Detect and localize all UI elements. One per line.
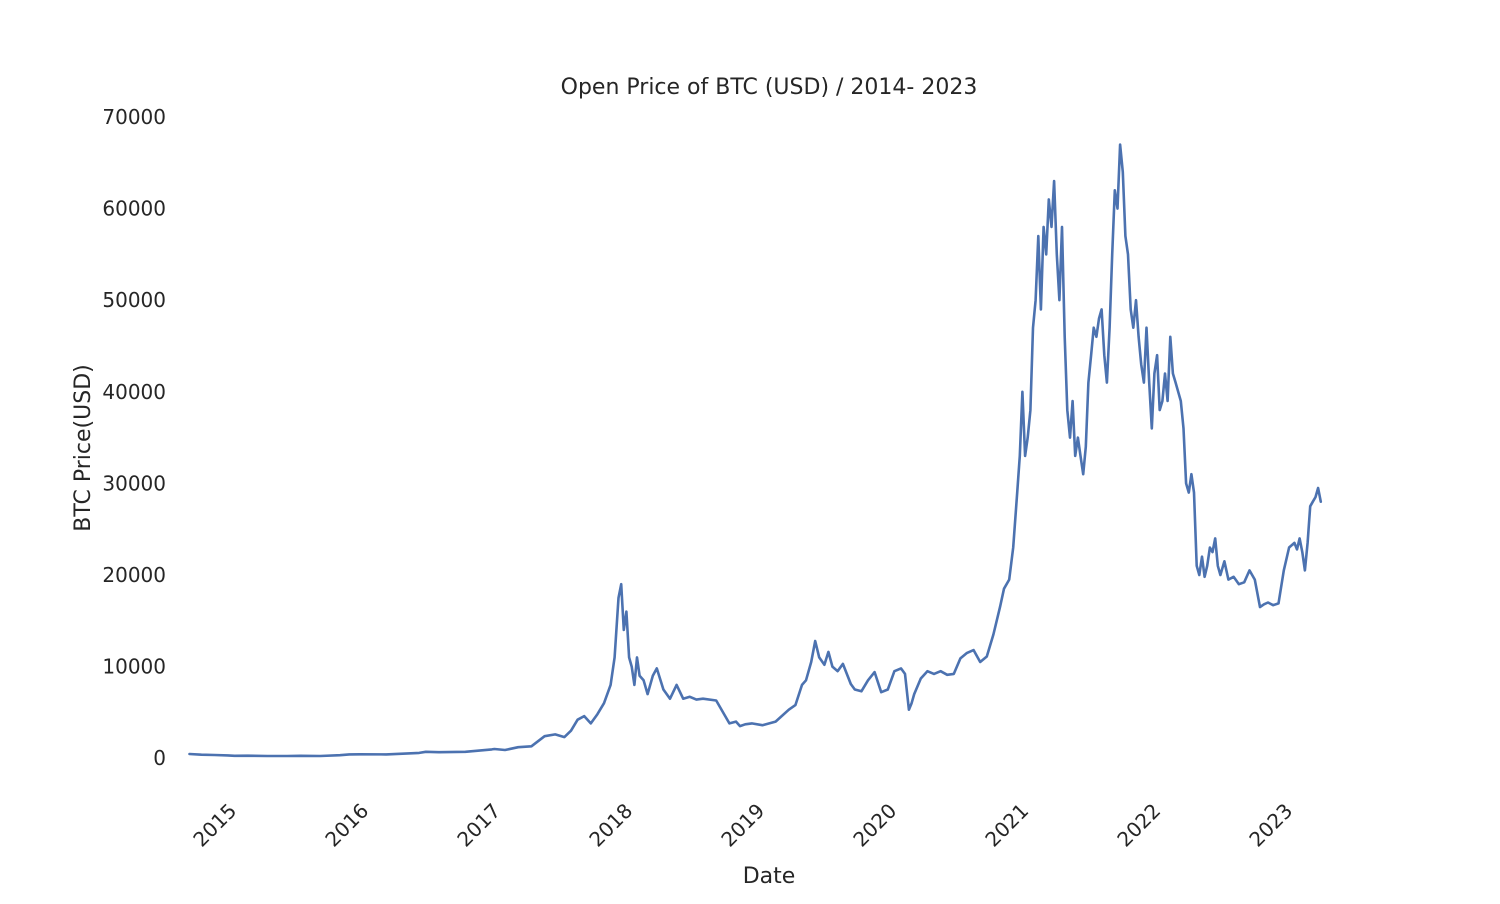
series-line-open (188, 143, 1323, 758)
y-tick-label: 40000 (102, 380, 166, 404)
x-tick-label: 2022 (1112, 799, 1165, 852)
y-tick-label: 70000 (102, 105, 166, 129)
y-tick-label: 50000 (102, 288, 166, 312)
y-tick-label: 30000 (102, 471, 166, 495)
y-tick-label: 20000 (102, 563, 166, 587)
series-group (188, 143, 1323, 758)
x-tick-label: 2016 (320, 799, 373, 852)
y-axis-ticks: 0 10000 20000 30000 40000 50000 60000 70000 (102, 105, 166, 770)
x-axis-ticks: 2015 2016 2017 2018 2019 2020 2021 2022 2023 (188, 799, 1297, 852)
x-tick-label: 2020 (848, 799, 901, 852)
x-tick-label: 2018 (584, 799, 637, 852)
y-tick-label: 10000 (102, 655, 166, 679)
x-tick-label: 2017 (452, 799, 505, 852)
y-tick-label: 60000 (102, 197, 166, 221)
y-tick-label: 0 (153, 746, 166, 770)
x-tick-label: 2015 (188, 799, 241, 852)
x-tick-label: 2021 (980, 799, 1033, 852)
x-tick-label: 2019 (716, 799, 769, 852)
y-axis-title: BTC Price(USD) (71, 364, 96, 531)
x-axis-title: Date (743, 864, 796, 889)
x-tick-label: 2023 (1244, 799, 1297, 852)
chart-title: Open Price of BTC (USD) / 2014- 2023 (561, 75, 978, 100)
